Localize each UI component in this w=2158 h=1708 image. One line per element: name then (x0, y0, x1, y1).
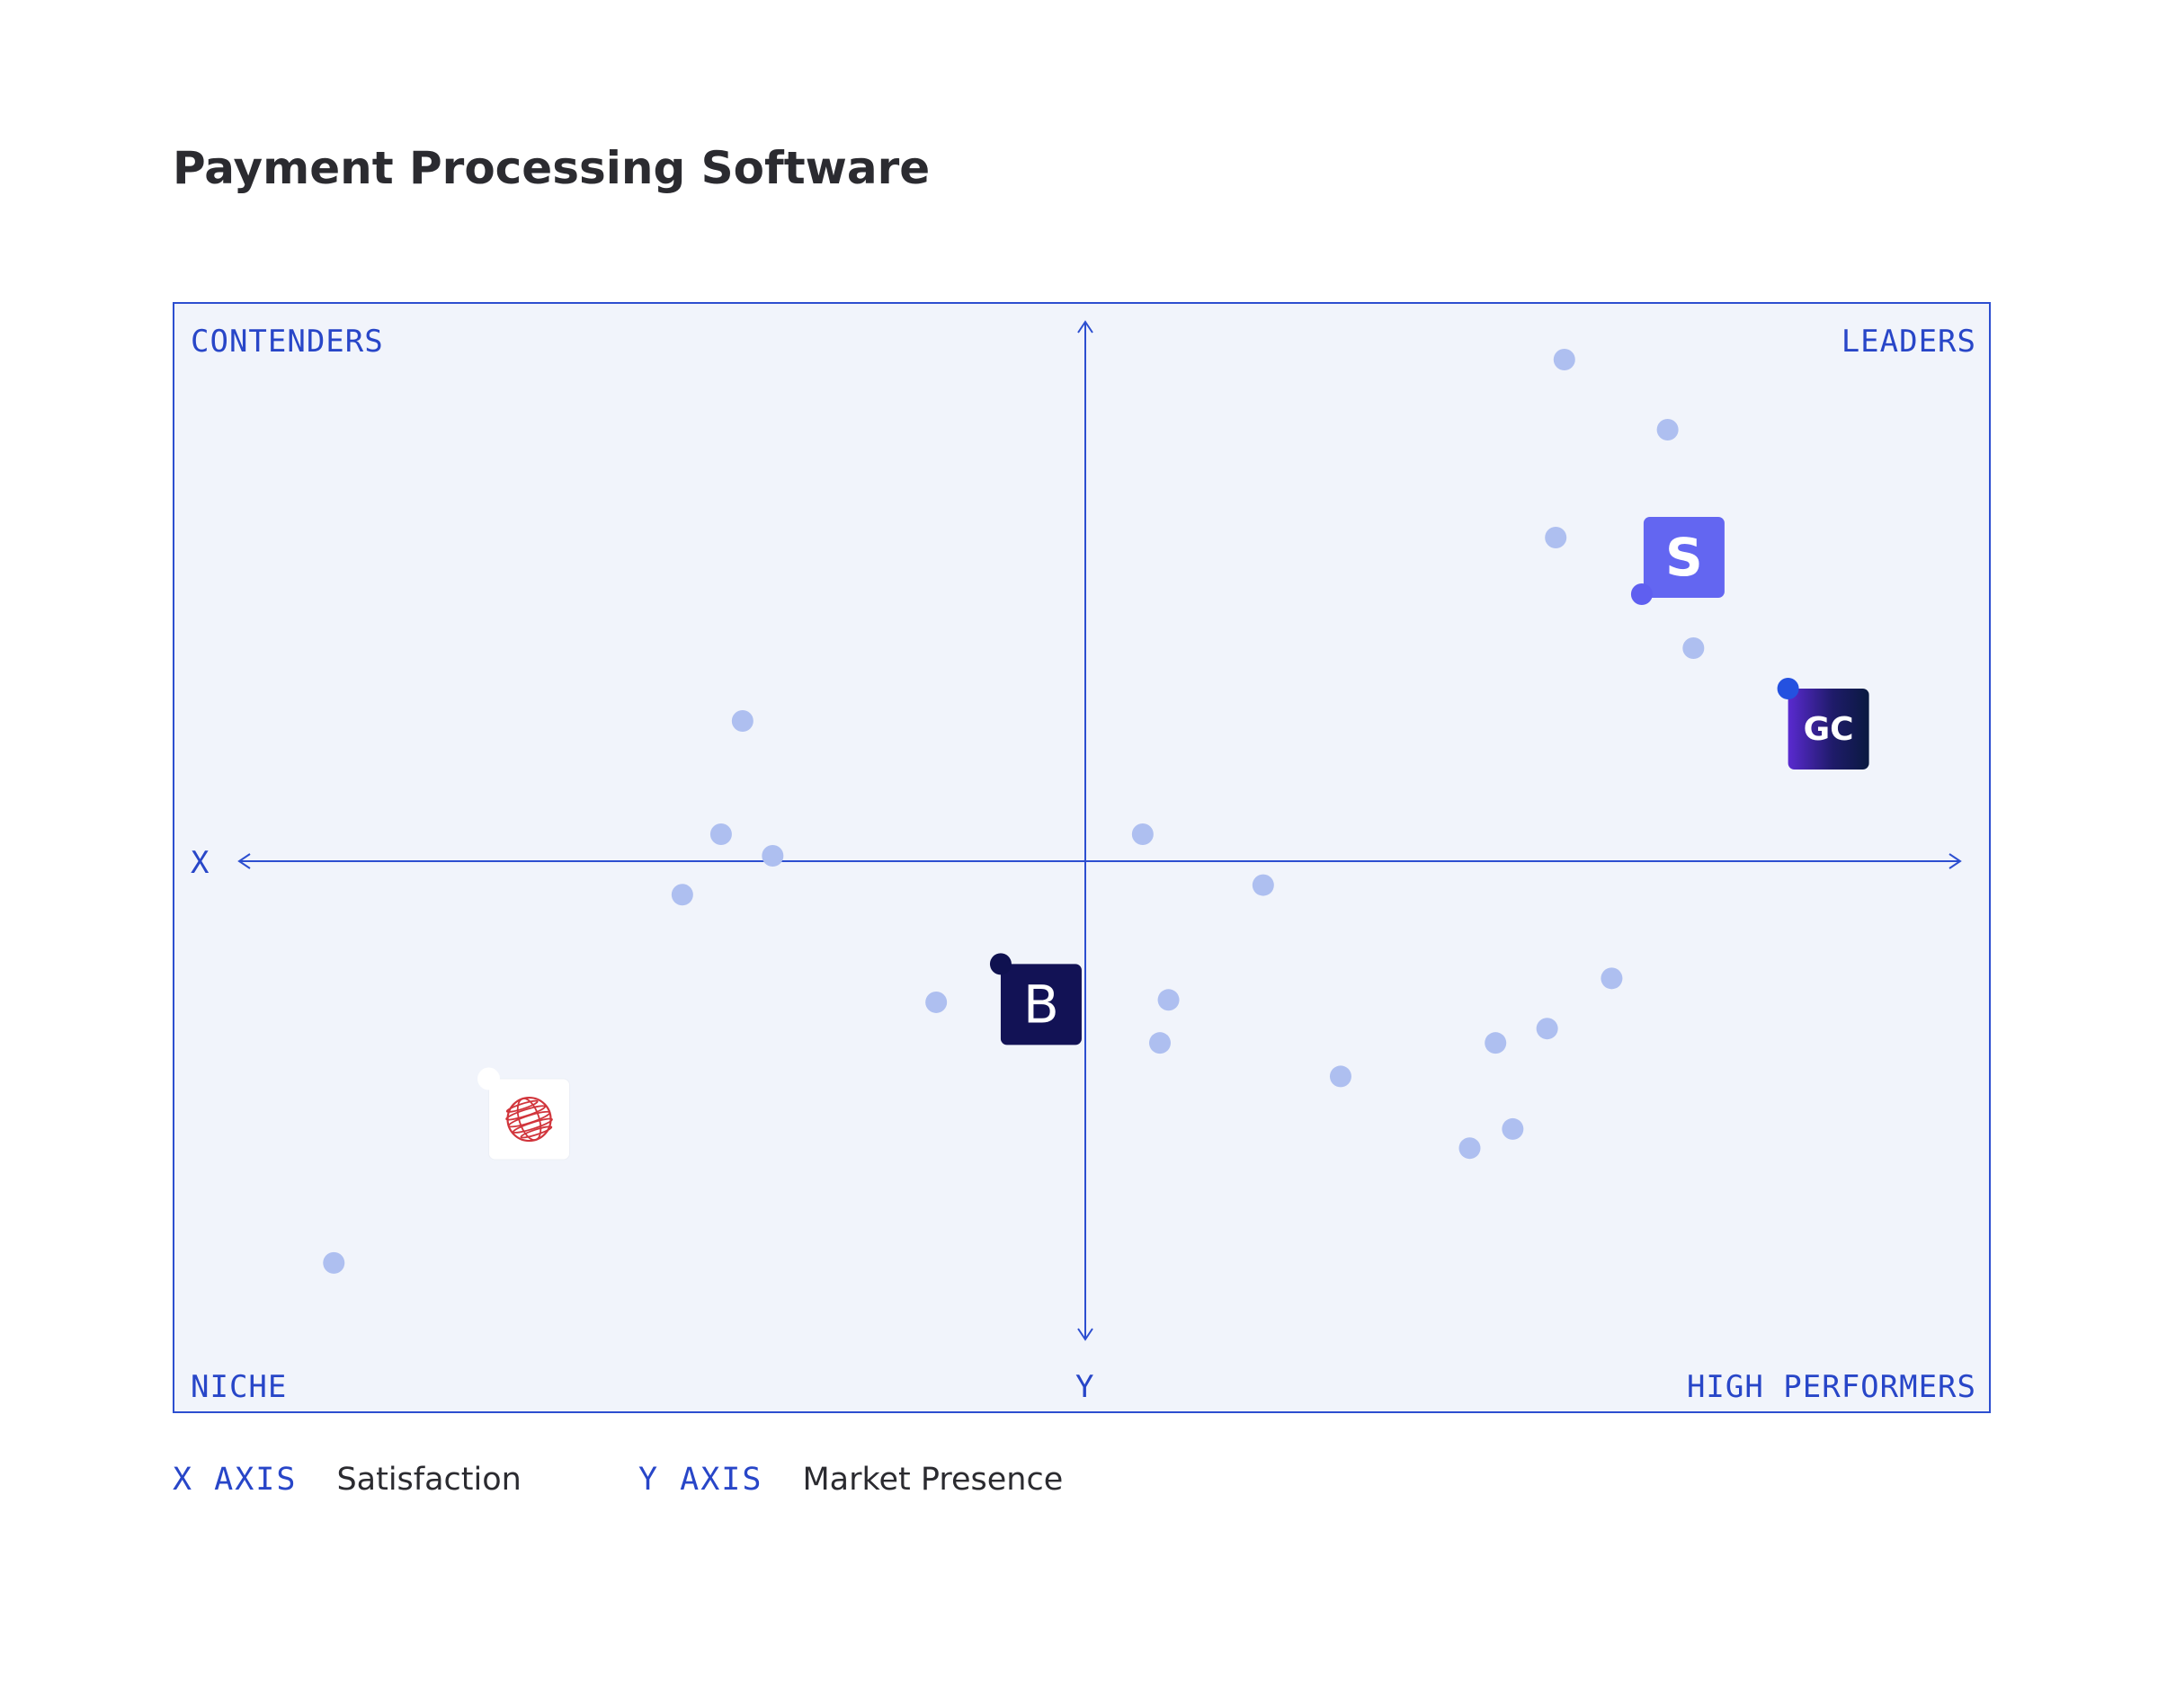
y-axis-legend-value: Market Presence (802, 1462, 1064, 1498)
x-axis-marker: X (191, 845, 210, 881)
gocardless-vendor-marker[interactable]: GC (1777, 678, 1869, 769)
braintree-logo-icon: B (1023, 974, 1059, 1035)
data-point[interactable] (1536, 1018, 1558, 1040)
x-axis-legend: X AXIS Satisfaction (173, 1462, 522, 1498)
data-point[interactable] (1553, 349, 1575, 370)
data-point[interactable] (1601, 967, 1623, 990)
worldpay-vendor-marker[interactable] (477, 1067, 571, 1161)
data-point[interactable] (1148, 1032, 1171, 1054)
gocardless-logo-tile[interactable] (1788, 689, 1869, 769)
page-title: Payment Processing Software (173, 142, 931, 194)
svg-text:B: B (1023, 974, 1059, 1035)
worldpay-globe-icon (505, 1096, 553, 1143)
braintree-data-point[interactable] (989, 953, 1012, 975)
stripe-vendor-marker[interactable]: S (1630, 517, 1725, 605)
x-axis-left-arrow (237, 853, 251, 869)
data-point[interactable] (1131, 823, 1154, 845)
data-point[interactable] (1656, 419, 1679, 440)
stripe-data-point[interactable] (1630, 583, 1653, 605)
data-point[interactable] (323, 1251, 345, 1274)
data-point[interactable] (925, 991, 948, 1013)
stripe-logo-tile[interactable] (1643, 517, 1725, 598)
worldpay-data-point[interactable] (477, 1067, 501, 1090)
worldpay-logo-tile[interactable] (488, 1078, 571, 1161)
y-axis-legend-key: Y AXIS (638, 1462, 763, 1498)
quadrant-label-contenders: CONTENDERS (191, 324, 384, 360)
data-point[interactable] (709, 823, 732, 845)
y-axis-marker: Y (1075, 1369, 1095, 1405)
braintree-logo-tile[interactable] (1000, 964, 1082, 1045)
quadrant-chart-frame (173, 302, 1991, 1413)
svg-text:S: S (1665, 527, 1703, 588)
quadrant-label-leaders: LEADERS (1841, 324, 1976, 360)
stripe-logo-icon: S (1665, 527, 1703, 588)
data-point[interactable] (671, 884, 693, 906)
data-point[interactable] (1502, 1117, 1524, 1140)
quadrant-label-high-performers: HIGH PERFORMERS (1686, 1369, 1976, 1405)
data-points (323, 349, 1705, 1274)
y-axis-top-arrow (1077, 320, 1093, 334)
data-point[interactable] (1252, 874, 1274, 896)
data-point[interactable] (1682, 637, 1705, 659)
braintree-vendor-marker[interactable]: B (989, 953, 1082, 1045)
y-axis-legend: Y AXIS Market Presence (638, 1462, 1063, 1498)
featured-vendors: S GC B (477, 517, 1869, 1161)
x-axis-right-arrow (1948, 853, 1962, 869)
svg-text:GC: GC (1804, 711, 1854, 748)
axes (237, 320, 1962, 1341)
data-point[interactable] (1458, 1137, 1481, 1160)
data-point[interactable] (1329, 1065, 1351, 1088)
quadrant-label-niche: NICHE (191, 1369, 288, 1405)
y-axis-bottom-arrow (1077, 1328, 1093, 1341)
x-axis-legend-key: X AXIS (173, 1462, 298, 1498)
data-point[interactable] (1157, 989, 1180, 1011)
gocardless-logo-icon: GC (1804, 711, 1854, 748)
data-point[interactable] (1545, 527, 1567, 548)
data-point[interactable] (1485, 1032, 1507, 1054)
x-axis-legend-value: Satisfaction (336, 1462, 522, 1498)
data-point[interactable] (731, 710, 754, 732)
gocardless-data-point[interactable] (1777, 678, 1799, 699)
data-point[interactable] (762, 845, 784, 867)
